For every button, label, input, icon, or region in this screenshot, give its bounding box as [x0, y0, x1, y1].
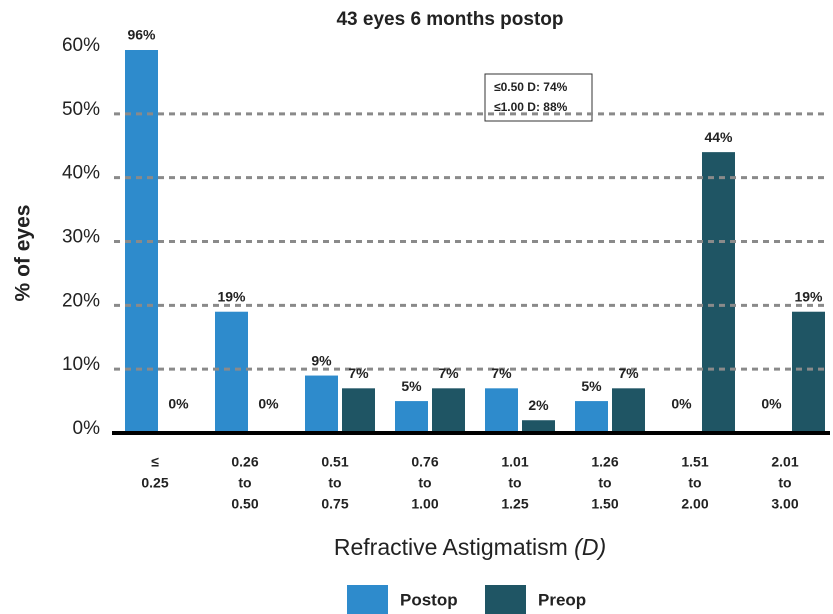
x-tick-label: 0.50: [231, 496, 258, 512]
data-label: 7%: [618, 365, 639, 381]
x-tick-label: 1.51: [681, 454, 708, 470]
x-tick-label: to: [418, 475, 431, 491]
x-tick-label: 0.26: [231, 454, 258, 470]
x-tick-label: 1.50: [591, 496, 618, 512]
x-tick-label: 0.76: [411, 454, 438, 470]
x-tick-label: 1.25: [501, 496, 528, 512]
legend-swatch: [347, 585, 388, 614]
bar: [215, 311, 248, 433]
y-tick-label: 30%: [62, 227, 100, 248]
x-axis-label: Refractive Astigmatism (D): [334, 534, 606, 560]
y-tick-label: 10%: [62, 354, 100, 375]
x-tick-label: 1.26: [591, 454, 618, 470]
bar: [432, 388, 465, 433]
x-axis-label-text: Refractive Astigmatism: [334, 534, 568, 560]
y-tick-label: 60%: [62, 35, 100, 56]
chart-title: 43 eyes 6 months postop: [336, 9, 563, 30]
x-tick-label: 0.25: [141, 475, 168, 491]
x-tick-label: 2.00: [681, 496, 708, 512]
y-tick-label: 50%: [62, 99, 100, 120]
legend-label: Preop: [538, 590, 586, 609]
bar: [342, 388, 375, 433]
data-label: 0%: [761, 396, 782, 412]
legend-swatch: [485, 585, 526, 614]
x-tick-label: 3.00: [771, 496, 798, 512]
bar: [612, 388, 645, 433]
x-tick-label: to: [688, 475, 701, 491]
bar: [305, 375, 338, 433]
data-label: 7%: [348, 365, 369, 381]
data-label: 0%: [671, 396, 692, 412]
x-tick-label: 2.01: [771, 454, 798, 470]
annotation: ≤0.50 D: 74%: [494, 80, 568, 94]
x-tick-label: 1.00: [411, 496, 438, 512]
y-tick-label: 20%: [62, 290, 100, 311]
x-tick-label: 0.75: [321, 496, 348, 512]
y-tick-label: 0%: [73, 418, 101, 439]
x-axis-label-unit: (D): [574, 534, 606, 560]
data-label: 0%: [258, 396, 279, 412]
bar: [702, 152, 735, 433]
x-tick-label: 0.51: [321, 454, 348, 470]
x-tick-label: 1.01: [501, 454, 528, 470]
x-tick-label: to: [598, 475, 611, 491]
y-tick-label: 40%: [62, 163, 100, 184]
y-axis-label: % of eyes: [12, 205, 35, 302]
data-label: 9%: [311, 352, 332, 368]
x-tick-label: to: [238, 475, 251, 491]
data-label: 19%: [217, 288, 246, 304]
bar: [792, 311, 825, 433]
data-label: 44%: [704, 129, 733, 145]
data-label: 19%: [794, 288, 823, 304]
x-tick-label: to: [508, 475, 521, 491]
legend-label: Postop: [400, 590, 458, 609]
x-tick-label: ≤: [151, 454, 159, 470]
bar: [485, 388, 518, 433]
data-label: 7%: [438, 365, 459, 381]
bar: [522, 420, 555, 433]
data-label: 0%: [168, 396, 189, 412]
data-label: 2%: [528, 397, 549, 413]
bar: [395, 401, 428, 433]
data-label: 5%: [401, 378, 422, 394]
x-tick-label: to: [328, 475, 341, 491]
data-label: 7%: [491, 365, 512, 381]
bar: [575, 401, 608, 433]
x-tick-label: to: [778, 475, 791, 491]
data-label: 5%: [581, 378, 602, 394]
annotation: ≤1.00 D: 88%: [494, 100, 568, 114]
data-label: 96%: [127, 27, 156, 43]
